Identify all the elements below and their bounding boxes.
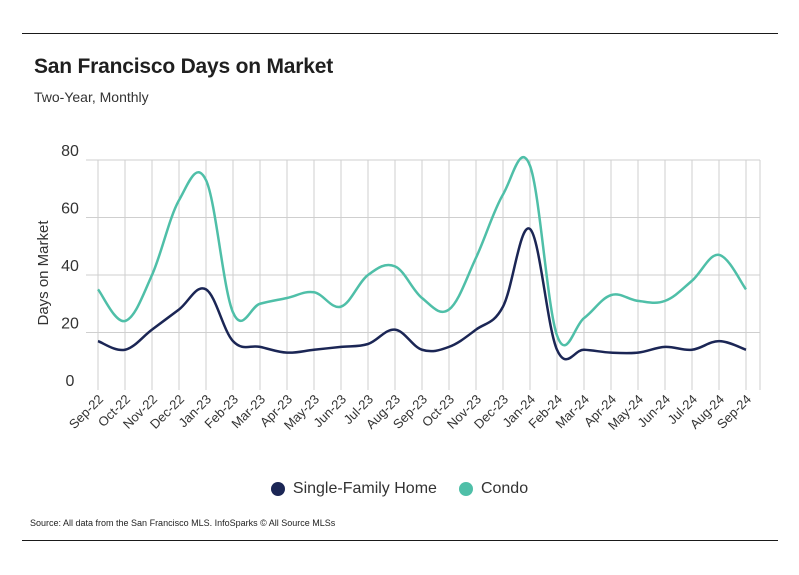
series-line-condo bbox=[96, 156, 748, 347]
chart-title: San Francisco Days on Market bbox=[34, 55, 334, 78]
legend-swatch bbox=[458, 482, 473, 496]
source-note: Source: All data from the San Francisco … bbox=[30, 518, 336, 528]
y-tick-label: 20 bbox=[61, 316, 79, 333]
legend-swatch bbox=[270, 482, 285, 496]
y-tick-label: 80 bbox=[61, 143, 79, 160]
legend-item: Condo bbox=[458, 480, 529, 498]
x-axis-ticks: Sep-22Oct-22Nov-22Dec-22Jan-23Feb-23Mar-… bbox=[66, 392, 754, 433]
y-axis-ticks: 0 20 40 60 80 bbox=[61, 143, 79, 390]
legend: Single-Family Home Condo bbox=[0, 480, 799, 498]
series-line-single-family-home bbox=[97, 227, 747, 361]
top-rule bbox=[22, 33, 778, 34]
legend-item: Single-Family Home bbox=[270, 480, 437, 498]
chart-subtitle: Two-Year, Monthly bbox=[34, 89, 149, 105]
grid-lines bbox=[86, 159, 761, 390]
bottom-rule bbox=[22, 540, 778, 541]
x-tick-label: Sep-22 bbox=[66, 392, 106, 432]
y-tick-label: 0 bbox=[66, 373, 75, 390]
y-tick-label: 60 bbox=[61, 201, 79, 218]
y-tick-label: 40 bbox=[61, 258, 79, 275]
legend-label: Single-Family Home bbox=[292, 480, 437, 497]
series-lines bbox=[96, 156, 748, 361]
legend-label: Condo bbox=[480, 480, 529, 497]
y-axis-label: Days on Market bbox=[35, 220, 52, 326]
